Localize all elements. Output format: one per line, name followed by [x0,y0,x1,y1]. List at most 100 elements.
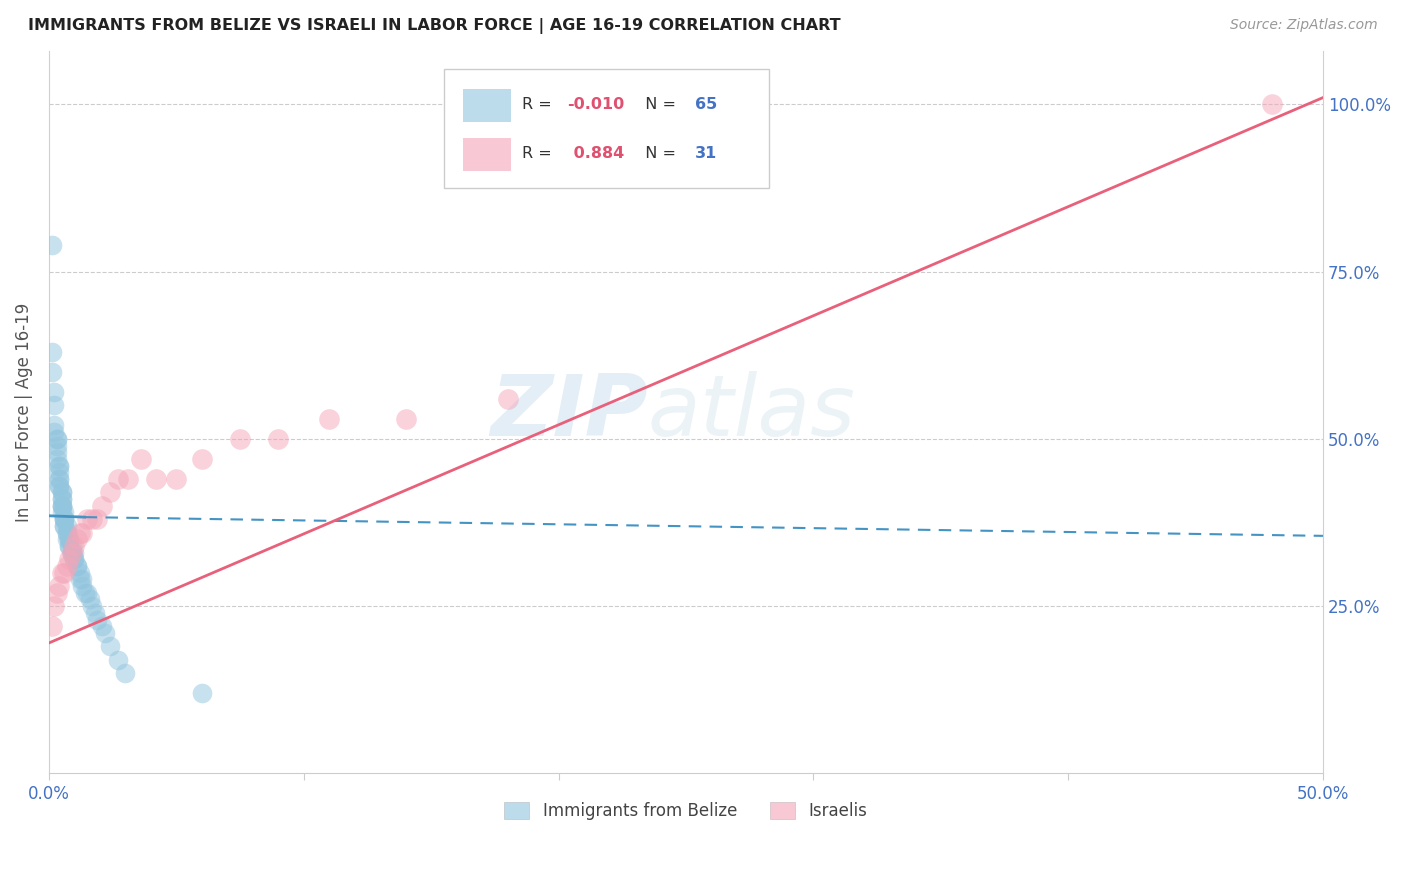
Point [69,566,91,580]
Point [58,539,80,553]
Point [63,552,86,566]
Point [42,384,65,399]
Point [66,532,89,546]
Point [41,344,63,359]
Point [70,525,93,540]
Point [53,512,76,526]
Point [91,619,114,633]
Point [41,365,63,379]
Point [41,237,63,252]
Point [73,586,96,600]
Text: ZIP: ZIP [491,370,648,453]
Point [51,499,73,513]
FancyBboxPatch shape [463,138,512,171]
Point [51,499,73,513]
Point [82,599,104,614]
Point [45,451,67,466]
Point [145,472,167,486]
Text: R =: R = [522,96,557,112]
Point [51,505,73,519]
Text: 31: 31 [695,145,717,161]
Point [51,491,73,506]
Point [82,512,104,526]
Point [66,559,89,574]
Point [56,518,79,533]
Point [129,451,152,466]
Legend: Immigrants from Belize, Israelis: Immigrants from Belize, Israelis [498,795,875,827]
Point [725,117,748,131]
Point [63,539,86,553]
Point [51,485,73,500]
Point [48,458,70,473]
Text: N =: N = [636,96,682,112]
Point [56,525,79,540]
Text: IMMIGRANTS FROM BELIZE VS ISRAELI IN LABOR FORCE | AGE 16-19 CORRELATION CHART: IMMIGRANTS FROM BELIZE VS ISRAELI IN LAB… [28,18,841,34]
Point [94,626,117,640]
Point [496,392,519,406]
Point [53,518,76,533]
Point [41,619,63,633]
Point [60,539,83,553]
Point [69,525,91,540]
Point [48,478,70,492]
Point [83,606,105,620]
Point [48,465,70,479]
Point [63,552,86,566]
Point [76,512,98,526]
Point [107,653,129,667]
Point [45,445,67,459]
Point [98,640,121,654]
Point [98,485,121,500]
Point [58,532,80,546]
Point [48,472,70,486]
Point [86,613,108,627]
Point [51,491,73,506]
Point [48,478,70,492]
Point [79,592,101,607]
Point [53,512,76,526]
FancyBboxPatch shape [463,89,512,122]
Point [58,552,80,566]
FancyBboxPatch shape [444,69,769,188]
Point [66,559,89,574]
Point [191,451,214,466]
Point [53,518,76,533]
Point [42,398,65,412]
Point [48,458,70,473]
Point [48,579,70,593]
Point [51,485,73,500]
Point [91,499,114,513]
Point [42,425,65,439]
Point [53,566,76,580]
Point [45,432,67,446]
Point [229,432,252,446]
Point [165,472,187,486]
Point [58,532,80,546]
Point [53,512,76,526]
Point [56,525,79,540]
Point [117,472,139,486]
Point [86,512,108,526]
Point [76,586,98,600]
Point [63,545,86,559]
Point [45,432,67,446]
Text: 65: 65 [695,96,717,112]
Point [42,418,65,433]
Point [70,573,93,587]
Point [53,505,76,519]
Point [69,573,91,587]
Point [395,411,418,425]
Point [56,532,79,546]
Point [51,566,73,580]
Point [58,539,80,553]
Point [191,686,214,700]
Text: -0.010: -0.010 [568,96,624,112]
Y-axis label: In Labor Force | Age 16-19: In Labor Force | Age 16-19 [15,302,32,522]
Point [48,472,70,486]
Point [318,411,340,425]
Text: Source: ZipAtlas.com: Source: ZipAtlas.com [1230,18,1378,32]
Point [45,438,67,452]
Text: R =: R = [522,145,557,161]
Point [70,579,93,593]
Point [1261,97,1284,112]
